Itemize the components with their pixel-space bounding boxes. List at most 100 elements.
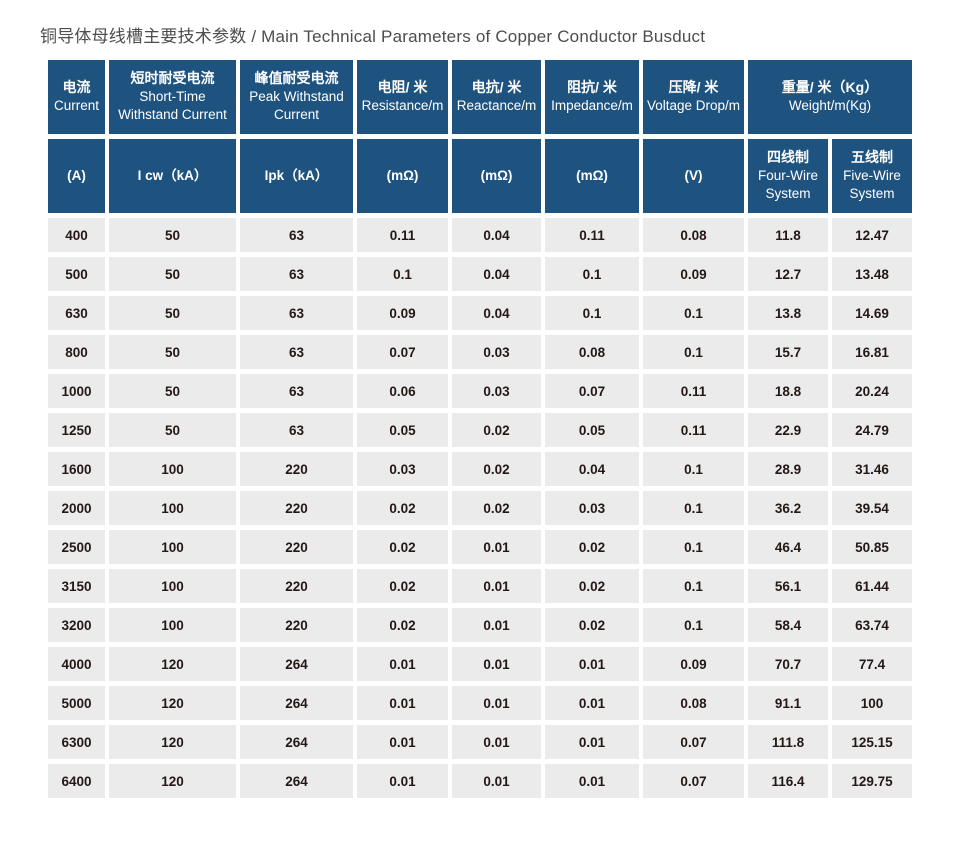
header-peak-en: Peak Withstand Current bbox=[249, 89, 344, 123]
table-cell: 0.1 bbox=[643, 491, 744, 525]
header-voltage-drop: 压降/ 米 Voltage Drop/m bbox=[643, 60, 744, 134]
table-cell: 120 bbox=[109, 686, 236, 720]
header-four-wire-en: Four-Wire System bbox=[758, 168, 818, 202]
table-cell: 50 bbox=[109, 218, 236, 252]
header-voltage-drop-en: Voltage Drop/m bbox=[646, 98, 741, 114]
table-cell: 0.02 bbox=[545, 608, 639, 642]
table-cell: 0.01 bbox=[452, 530, 541, 564]
unit-reactance-label: (mΩ) bbox=[480, 168, 513, 184]
table-cell: 220 bbox=[240, 491, 353, 525]
table-header: 电流 Current 短时耐受电流 Short-Time Withstand C… bbox=[48, 60, 912, 213]
table-cell: 0.11 bbox=[357, 218, 448, 252]
table-cell: 4000 bbox=[48, 647, 105, 681]
table-cell: 120 bbox=[109, 647, 236, 681]
table-cell: 0.02 bbox=[357, 491, 448, 525]
header-resistance-zh: 电阻/ 米 bbox=[377, 79, 428, 96]
table-cell: 61.44 bbox=[832, 569, 912, 603]
table-cell: 63 bbox=[240, 296, 353, 330]
table-row: 6400 120 264 0.01 0.01 0.01 0.07 116.4 129.75 bbox=[48, 764, 912, 798]
table-cell: 0.05 bbox=[545, 413, 639, 447]
table-cell: 24.79 bbox=[832, 413, 912, 447]
table-cell: 1250 bbox=[48, 413, 105, 447]
table-cell: 0.06 bbox=[357, 374, 448, 408]
table-cell: 12.7 bbox=[748, 257, 828, 291]
table-cell: 46.4 bbox=[748, 530, 828, 564]
table-cell: 15.7 bbox=[748, 335, 828, 369]
table-cell: 39.54 bbox=[832, 491, 912, 525]
table-cell: 50 bbox=[109, 296, 236, 330]
header-five-wire-en: Five-Wire System bbox=[843, 168, 901, 202]
header-four-wire: 四线制 Four-Wire System bbox=[748, 139, 828, 213]
table-cell: 14.69 bbox=[832, 296, 912, 330]
table-cell: 12.47 bbox=[832, 218, 912, 252]
table-row: 1000 50 63 0.06 0.03 0.07 0.11 18.8 20.24 bbox=[48, 374, 912, 408]
table-cell: 6300 bbox=[48, 725, 105, 759]
table-cell: 0.01 bbox=[452, 569, 541, 603]
table-cell: 13.8 bbox=[748, 296, 828, 330]
table-cell: 264 bbox=[240, 764, 353, 798]
table-row: 400 50 63 0.11 0.04 0.11 0.08 11.8 12.47 bbox=[48, 218, 912, 252]
table-cell: 63 bbox=[240, 335, 353, 369]
table-cell: 0.01 bbox=[452, 647, 541, 681]
unit-reactance: (mΩ) bbox=[452, 139, 541, 213]
table-cell: 0.08 bbox=[643, 686, 744, 720]
header-peak-zh: 峰值耐受电流 bbox=[254, 70, 339, 87]
header-short-time-withstand: 短时耐受电流 Short-Time Withstand Current bbox=[109, 60, 236, 134]
table-cell: 0.01 bbox=[545, 686, 639, 720]
header-current: 电流 Current bbox=[48, 60, 105, 134]
table-cell: 500 bbox=[48, 257, 105, 291]
table-cell: 0.01 bbox=[452, 764, 541, 798]
header-short-time-zh: 短时耐受电流 bbox=[130, 70, 215, 87]
table-cell: 22.9 bbox=[748, 413, 828, 447]
table-cell: 50 bbox=[109, 335, 236, 369]
header-impedance: 阻抗/ 米 Impedance/m bbox=[545, 60, 639, 134]
table-cell: 16.81 bbox=[832, 335, 912, 369]
table-cell: 220 bbox=[240, 569, 353, 603]
table-cell: 0.01 bbox=[452, 608, 541, 642]
header-row-main: 电流 Current 短时耐受电流 Short-Time Withstand C… bbox=[48, 60, 912, 134]
table-cell: 91.1 bbox=[748, 686, 828, 720]
table-cell: 0.01 bbox=[357, 686, 448, 720]
table-cell: 0.01 bbox=[452, 686, 541, 720]
table-cell: 220 bbox=[240, 530, 353, 564]
table-cell: 31.46 bbox=[832, 452, 912, 486]
unit-current-label: (A) bbox=[67, 168, 86, 184]
table-cell: 0.01 bbox=[357, 764, 448, 798]
header-current-en: Current bbox=[53, 98, 99, 114]
table-cell: 20.24 bbox=[832, 374, 912, 408]
table-cell: 0.1 bbox=[545, 257, 639, 291]
table-cell: 120 bbox=[109, 725, 236, 759]
table-cell: 0.1 bbox=[643, 452, 744, 486]
table-cell: 0.1 bbox=[643, 296, 744, 330]
table-cell: 0.02 bbox=[452, 452, 541, 486]
table-cell: 50 bbox=[109, 413, 236, 447]
table-cell: 1000 bbox=[48, 374, 105, 408]
table-cell: 58.4 bbox=[748, 608, 828, 642]
table-cell: 0.02 bbox=[357, 608, 448, 642]
table-cell: 220 bbox=[240, 608, 353, 642]
table-cell: 56.1 bbox=[748, 569, 828, 603]
table-cell: 0.03 bbox=[357, 452, 448, 486]
table-cell: 125.15 bbox=[832, 725, 912, 759]
table-cell: 2000 bbox=[48, 491, 105, 525]
table-cell: 28.9 bbox=[748, 452, 828, 486]
table-row: 3150 100 220 0.02 0.01 0.02 0.1 56.1 61.44 bbox=[48, 569, 912, 603]
table-cell: 0.03 bbox=[452, 374, 541, 408]
table-cell: 264 bbox=[240, 647, 353, 681]
table-cell: 0.07 bbox=[643, 764, 744, 798]
table-cell: 630 bbox=[48, 296, 105, 330]
table-cell: 50 bbox=[109, 257, 236, 291]
table-cell: 0.01 bbox=[357, 725, 448, 759]
table-row: 500 50 63 0.1 0.04 0.1 0.09 12.7 13.48 bbox=[48, 257, 912, 291]
table-cell: 0.1 bbox=[357, 257, 448, 291]
table-cell: 111.8 bbox=[748, 725, 828, 759]
page-title: 铜导体母线槽主要技术参数 / Main Technical Parameters… bbox=[40, 27, 706, 46]
table-cell: 0.09 bbox=[643, 257, 744, 291]
table-cell: 0.04 bbox=[545, 452, 639, 486]
table-cell: 0.1 bbox=[545, 296, 639, 330]
table-cell: 100 bbox=[109, 530, 236, 564]
unit-impedance: (mΩ) bbox=[545, 139, 639, 213]
table-row: 1600 100 220 0.03 0.02 0.04 0.1 28.9 31.46 bbox=[48, 452, 912, 486]
table-cell: 0.02 bbox=[357, 530, 448, 564]
table-cell: 63 bbox=[240, 218, 353, 252]
